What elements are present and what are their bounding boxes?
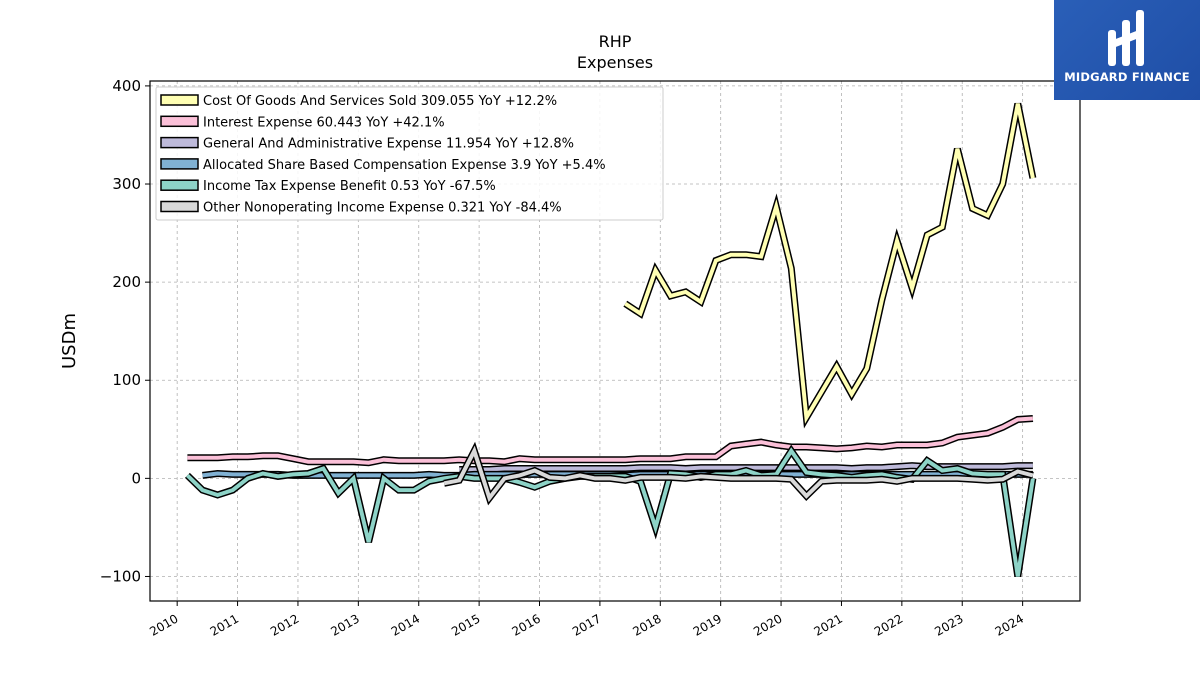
y-axis-label: USDm bbox=[59, 313, 80, 369]
x-tick-label: 2012 bbox=[268, 611, 301, 638]
legend-swatch bbox=[160, 158, 199, 170]
y-tick-label: −100 bbox=[100, 567, 141, 585]
legend-swatch bbox=[160, 200, 199, 213]
legend-swatch bbox=[160, 94, 199, 106]
legend-swatch bbox=[160, 179, 199, 191]
legend-entry: General And Administrative Expense 11.95… bbox=[203, 137, 574, 152]
legend-entry: Other Nonoperating Income Expense 0.321 … bbox=[203, 201, 562, 216]
brand-logo: MIDGARD FINANCE bbox=[1054, 0, 1200, 100]
series-stroke bbox=[443, 445, 1034, 503]
series-outline bbox=[623, 102, 1037, 429]
x-tick-label: 2016 bbox=[510, 611, 543, 638]
x-tick-label: 2020 bbox=[751, 611, 784, 638]
logo-text: MIDGARD FINANCE bbox=[1064, 70, 1190, 84]
legend: Cost Of Goods And Services Sold 309.055 … bbox=[155, 86, 664, 221]
logo-mark-icon bbox=[1108, 10, 1144, 66]
x-axis: 2010 2011 2012 2013 2014 2015 2016 2017 2018 2019… bbox=[147, 601, 1026, 639]
series-line bbox=[443, 441, 1034, 506]
legend-swatch bbox=[160, 136, 199, 149]
chart-subtitle: Expenses bbox=[577, 53, 653, 72]
x-tick-label: 2018 bbox=[630, 611, 663, 638]
y-tick-label: 300 bbox=[112, 175, 141, 193]
x-tick-label: 2022 bbox=[872, 611, 905, 638]
legend-entry: Interest Expense 60.443 YoY +42.1% bbox=[203, 115, 445, 130]
legend-entry: Allocated Share Based Compensation Expen… bbox=[203, 158, 606, 173]
y-tick-label: 0 bbox=[131, 469, 141, 487]
x-tick-label: 2021 bbox=[812, 611, 845, 638]
legend-entry: Cost Of Goods And Services Sold 309.055 … bbox=[203, 94, 557, 109]
x-tick-label: 2015 bbox=[449, 611, 482, 638]
x-tick-label: 2024 bbox=[993, 611, 1026, 638]
legend-box bbox=[155, 86, 664, 221]
series-stroke bbox=[187, 416, 1034, 465]
x-tick-label: 2013 bbox=[328, 611, 361, 638]
y-tick-label: 200 bbox=[112, 273, 141, 291]
plot-area bbox=[149, 80, 1081, 602]
series-group bbox=[184, 102, 1037, 578]
y-axis: −100 0 100 200 300 400 bbox=[100, 77, 150, 585]
chart-title: RHP bbox=[599, 32, 632, 51]
x-tick-label: 2010 bbox=[147, 611, 180, 638]
x-tick-label: 2014 bbox=[389, 611, 422, 638]
legend-swatch bbox=[160, 115, 199, 128]
series-line bbox=[187, 415, 1034, 467]
x-tick-label: 2017 bbox=[570, 611, 603, 638]
y-tick-label: 400 bbox=[112, 77, 141, 95]
x-tick-label: 2023 bbox=[932, 611, 965, 638]
series-stroke bbox=[624, 103, 1035, 424]
x-tick-label: 2011 bbox=[208, 611, 241, 638]
legend-entry: Income Tax Expense Benefit 0.53 YoY -67.… bbox=[203, 179, 496, 194]
series-outline bbox=[187, 415, 1034, 467]
series-line bbox=[623, 102, 1037, 429]
y-tick-label: 100 bbox=[112, 371, 141, 389]
x-tick-label: 2019 bbox=[691, 611, 724, 638]
